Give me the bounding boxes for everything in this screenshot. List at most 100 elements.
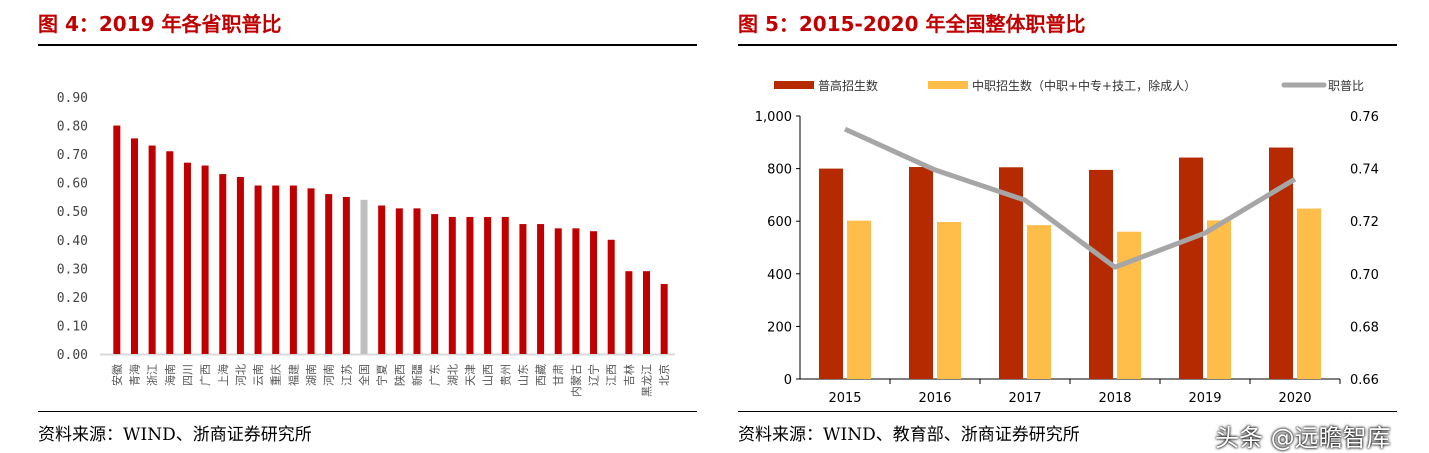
bar-putong-2019 xyxy=(1179,158,1203,379)
x-tick-label-山东: 山东 xyxy=(517,364,530,386)
bar-内蒙古 xyxy=(572,228,579,354)
bar-zhongzhi-2020 xyxy=(1297,209,1321,379)
y-tick-label: 0.00 xyxy=(57,348,88,363)
bar-putong-2016 xyxy=(909,167,933,379)
x-tick-label-广东: 广东 xyxy=(429,364,442,386)
bar-重庆 xyxy=(272,186,279,354)
x-tick-label-江西: 江西 xyxy=(605,364,618,386)
bar-四川 xyxy=(184,163,191,354)
bar-江苏 xyxy=(343,197,350,354)
y-tick-label: 0.60 xyxy=(57,177,88,192)
x-tick-label-天津: 天津 xyxy=(464,364,477,386)
x-tick-label-甘肃: 甘肃 xyxy=(552,364,565,386)
x-tick-label: 2019 xyxy=(1188,391,1221,406)
legend-swatch xyxy=(774,81,814,89)
x-tick-label-青海: 青海 xyxy=(127,364,141,386)
bar-宁夏 xyxy=(378,206,385,354)
bar-zhongzhi-2018 xyxy=(1117,232,1141,379)
bar-新疆 xyxy=(413,208,420,354)
x-tick-label-湖南: 湖南 xyxy=(305,364,318,386)
x-tick-label-四川: 四川 xyxy=(181,364,194,386)
bar-浙江 xyxy=(149,146,156,354)
bar-辽宁 xyxy=(590,231,597,354)
x-tick-label-湖北: 湖北 xyxy=(446,364,459,386)
bar-北京 xyxy=(661,284,668,354)
x-tick-label: 2015 xyxy=(828,391,861,406)
y-tick-label: 0.90 xyxy=(57,91,88,106)
x-tick-label-重庆: 重庆 xyxy=(269,364,283,386)
x-tick-label: 2020 xyxy=(1278,391,1311,406)
bar-zhongzhi-2016 xyxy=(937,222,961,379)
x-tick-label-北京: 北京 xyxy=(657,364,671,386)
x-tick-label-宁夏: 宁夏 xyxy=(375,364,389,386)
bar-河南 xyxy=(325,194,332,354)
left-y-tick-label: 200 xyxy=(767,320,792,335)
left-y-tick-label: 800 xyxy=(767,163,792,178)
x-tick-label-黑龙江: 黑龙江 xyxy=(641,364,654,397)
left-y-tick-label: 400 xyxy=(767,268,792,283)
right-y-tick-label: 0.70 xyxy=(1350,268,1379,283)
bar-广西 xyxy=(202,166,209,354)
x-tick-label-浙江: 浙江 xyxy=(146,364,159,386)
x-tick-label-全国: 全国 xyxy=(357,364,371,386)
x-tick-label-云南: 云南 xyxy=(252,364,265,386)
bar-广东 xyxy=(431,214,438,354)
bar-zhongzhi-2019 xyxy=(1207,220,1231,379)
left-y-tick-label: 1,000 xyxy=(755,110,792,125)
x-tick-label-山西: 山西 xyxy=(482,364,495,386)
x-tick-label-河北: 河北 xyxy=(234,364,247,386)
x-tick-label-陕西: 陕西 xyxy=(392,364,406,386)
y-tick-label: 0.30 xyxy=(57,262,88,277)
bar-西藏 xyxy=(537,224,544,354)
right-y-tick-label: 0.72 xyxy=(1350,215,1379,230)
bar-福建 xyxy=(290,186,297,354)
bar-山西 xyxy=(484,217,491,354)
x-tick-label-海南: 海南 xyxy=(163,364,177,386)
x-tick-label-河南: 河南 xyxy=(323,364,336,386)
bar-青海 xyxy=(131,138,138,354)
bar-海南 xyxy=(166,151,173,354)
bar-陕西 xyxy=(396,208,403,354)
legend-label: 普高招生数 xyxy=(818,78,878,93)
bar-上海 xyxy=(219,174,226,354)
x-tick-label-贵州: 贵州 xyxy=(499,364,512,386)
y-tick-label: 0.10 xyxy=(57,319,88,334)
x-tick-label-上海: 上海 xyxy=(216,364,230,386)
bar-黑龙江 xyxy=(643,271,650,354)
x-tick-label-吉林: 吉林 xyxy=(622,364,636,386)
x-tick-label: 2018 xyxy=(1098,391,1131,406)
x-tick-label-新疆: 新疆 xyxy=(410,364,424,386)
bar-甘肃 xyxy=(555,228,562,354)
legend-label: 职普比 xyxy=(1328,79,1364,93)
left-y-tick-label: 0 xyxy=(784,373,792,388)
x-tick-label: 2017 xyxy=(1008,391,1041,406)
right-y-tick-label: 0.68 xyxy=(1350,320,1379,335)
bar-河北 xyxy=(237,177,244,354)
y-tick-label: 0.70 xyxy=(57,148,88,163)
bar-湖南 xyxy=(308,188,315,354)
y-tick-label: 0.50 xyxy=(57,205,88,220)
bar-贵州 xyxy=(502,217,509,354)
y-tick-label: 0.80 xyxy=(57,120,88,135)
bar-安徽 xyxy=(113,126,120,354)
bar-zhongzhi-2015 xyxy=(847,221,871,379)
y-tick-label: 0.20 xyxy=(57,291,88,306)
bar-云南 xyxy=(255,186,262,354)
bar-湖北 xyxy=(449,217,456,354)
bar-天津 xyxy=(466,217,473,354)
bar-山东 xyxy=(519,224,526,354)
right-y-tick-label: 0.76 xyxy=(1350,110,1379,125)
bar-zhongzhi-2017 xyxy=(1027,225,1051,379)
left-y-tick-label: 600 xyxy=(767,215,792,230)
x-tick-label-西藏: 西藏 xyxy=(535,364,548,386)
y-tick-label: 0.40 xyxy=(57,234,88,249)
x-tick-label-安徽: 安徽 xyxy=(110,364,124,386)
legend-swatch xyxy=(928,81,968,89)
x-tick-label-内蒙古: 内蒙古 xyxy=(569,364,583,397)
right-y-tick-label: 0.66 xyxy=(1350,373,1379,388)
legend-label: 中职招生数（中职+中专+技工，除成人） xyxy=(972,78,1196,93)
x-tick-label-广西: 广西 xyxy=(199,364,212,386)
x-tick-label-辽宁: 辽宁 xyxy=(587,364,601,386)
right-y-tick-label: 0.74 xyxy=(1350,163,1379,178)
